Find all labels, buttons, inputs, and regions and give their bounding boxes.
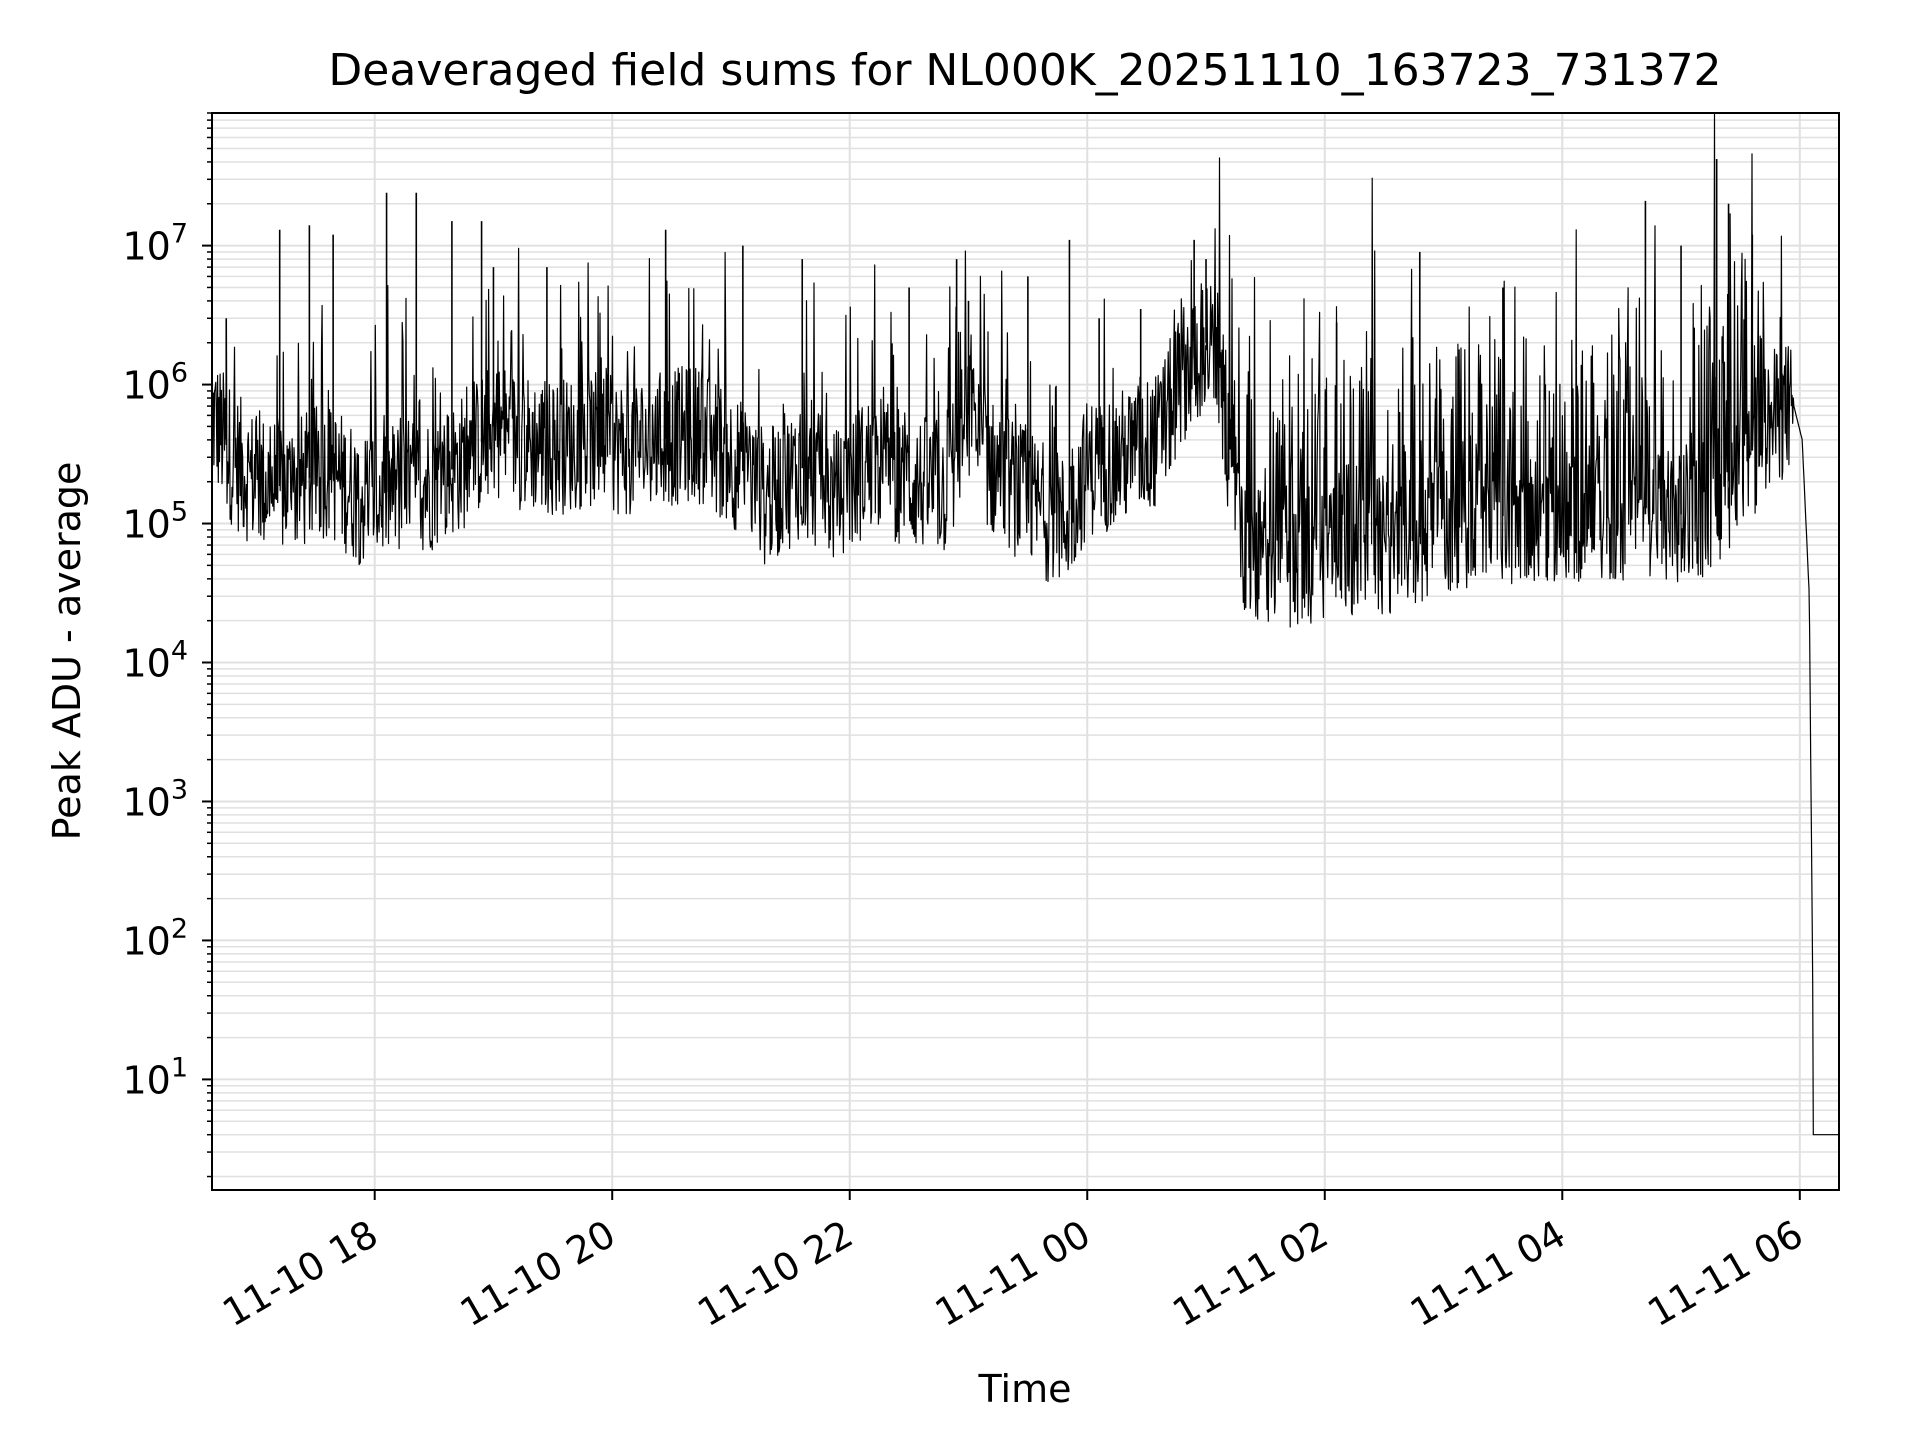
series-line	[212, 113, 1839, 1136]
y-tick-label: 102	[122, 913, 188, 963]
y-tick-label: 101	[122, 1052, 188, 1102]
chart-title: Deaveraged field sums for NL000K_2025111…	[328, 45, 1721, 96]
y-tick-label: 105	[122, 497, 188, 547]
y-tick-label: 106	[122, 358, 188, 408]
y-tick-label: 103	[122, 774, 188, 824]
series-layer	[212, 113, 1839, 1136]
plot-frame	[211, 112, 1840, 1191]
y-tick-label: 107	[122, 219, 188, 269]
y-tick-label: 104	[122, 636, 188, 686]
y-axis: 101 102 103 104 105 106 107	[122, 112, 212, 1178]
y-axis-label: Peak ADU - average	[45, 462, 89, 841]
grid	[212, 112, 1839, 1190]
x-axis-label: Time	[978, 1367, 1072, 1411]
